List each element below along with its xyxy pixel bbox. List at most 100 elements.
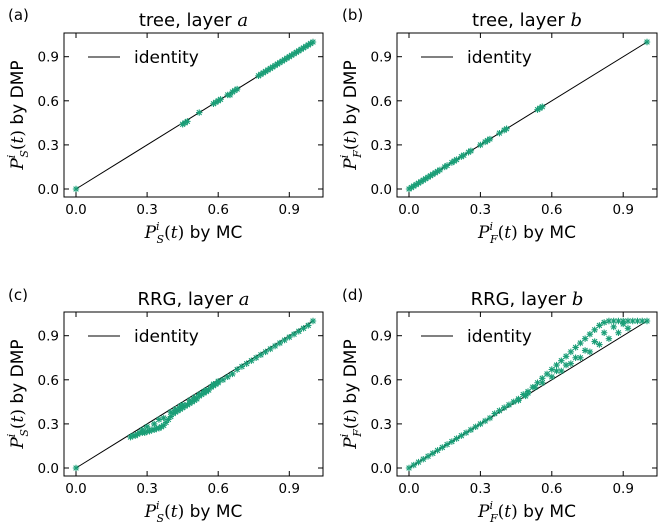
data-point bbox=[191, 394, 198, 401]
data-point bbox=[288, 52, 295, 59]
plot-frame bbox=[63, 311, 324, 477]
data-point bbox=[169, 410, 177, 417]
data-point bbox=[267, 65, 274, 72]
x-axis-label: Pi S(t) by MC bbox=[144, 220, 243, 246]
chart-title: tree, layer a bbox=[139, 10, 248, 31]
data-point bbox=[243, 360, 250, 367]
data-point bbox=[203, 386, 210, 394]
data-point bbox=[477, 141, 484, 149]
y-tick-label: 0.0 bbox=[371, 182, 392, 198]
data-point bbox=[200, 388, 208, 395]
data-point bbox=[424, 453, 432, 460]
data-point bbox=[448, 438, 456, 445]
data-point bbox=[252, 354, 260, 361]
x-tick-label: 0.6 bbox=[541, 481, 562, 497]
x-tick-label: 0.9 bbox=[279, 481, 300, 497]
panel-letter: (b) bbox=[342, 6, 363, 24]
data-point bbox=[460, 151, 467, 159]
data-point bbox=[300, 325, 307, 332]
data-point bbox=[491, 410, 498, 417]
data-point bbox=[212, 99, 220, 106]
y-tick-label: 0.9 bbox=[371, 50, 392, 66]
data-point bbox=[151, 420, 158, 428]
data-point bbox=[127, 433, 134, 441]
data-point bbox=[309, 38, 317, 46]
x-tick-label: 0.6 bbox=[541, 202, 562, 218]
panel-letter: (d) bbox=[342, 286, 363, 304]
data-point bbox=[562, 353, 570, 360]
data-point bbox=[467, 426, 475, 433]
y-tick-label: 0.0 bbox=[371, 461, 392, 477]
data-point bbox=[248, 357, 255, 364]
x-tick-label: 0.3 bbox=[470, 202, 491, 218]
data-point bbox=[484, 137, 491, 144]
data-point bbox=[160, 414, 167, 422]
data-point bbox=[453, 156, 460, 163]
data-point bbox=[219, 376, 227, 383]
data-point bbox=[548, 366, 555, 373]
data-point bbox=[233, 366, 241, 373]
data-point bbox=[196, 109, 203, 116]
data-point bbox=[486, 414, 494, 422]
data-point bbox=[207, 383, 215, 391]
data-point bbox=[238, 363, 246, 370]
data-point bbox=[427, 172, 434, 179]
data-point bbox=[431, 169, 439, 177]
data-point bbox=[146, 428, 153, 435]
data-point bbox=[639, 317, 646, 325]
x-axis-label: Pi F(t) by MC bbox=[477, 499, 576, 523]
data-point bbox=[215, 378, 222, 385]
x-tick-label: 0.6 bbox=[207, 202, 228, 218]
data-point bbox=[283, 54, 291, 62]
data-point bbox=[278, 57, 286, 65]
data-point bbox=[531, 383, 539, 391]
data-point bbox=[405, 464, 413, 472]
data-point bbox=[281, 336, 288, 344]
y-tick-label: 0.6 bbox=[38, 94, 59, 110]
data-point bbox=[572, 354, 579, 361]
data-point bbox=[405, 185, 413, 193]
data-point bbox=[415, 458, 422, 466]
data-point bbox=[543, 370, 551, 378]
data-point bbox=[226, 91, 234, 99]
y-tick-label: 0.0 bbox=[38, 182, 59, 198]
data-point bbox=[167, 408, 174, 416]
data-point bbox=[181, 119, 189, 127]
data-point bbox=[408, 184, 415, 191]
data-point bbox=[290, 50, 298, 57]
data-point bbox=[305, 322, 312, 329]
data-point bbox=[501, 404, 508, 411]
data-point bbox=[558, 357, 565, 364]
data-point bbox=[453, 435, 460, 442]
x-tick-label: 0.6 bbox=[207, 481, 228, 497]
legend-label: identity bbox=[467, 48, 532, 68]
data-point bbox=[596, 322, 603, 329]
x-tick-label: 0.3 bbox=[136, 481, 157, 497]
data-point bbox=[269, 63, 276, 71]
plot-frame bbox=[396, 311, 658, 477]
data-point bbox=[229, 370, 236, 378]
data-point bbox=[615, 317, 622, 325]
data-point bbox=[167, 413, 174, 420]
x-tick-label: 0.0 bbox=[65, 202, 86, 218]
data-point bbox=[286, 53, 293, 60]
data-point bbox=[186, 397, 193, 404]
data-point bbox=[196, 391, 203, 398]
data-point bbox=[188, 398, 196, 406]
data-point bbox=[260, 69, 267, 77]
data-point bbox=[231, 87, 238, 94]
data-point bbox=[443, 441, 451, 448]
data-point bbox=[424, 174, 432, 181]
data-point bbox=[72, 185, 80, 193]
data-point bbox=[605, 335, 613, 342]
data-point bbox=[417, 178, 425, 185]
data-point bbox=[577, 354, 584, 361]
x-tick-label: 0.9 bbox=[612, 481, 633, 497]
data-point bbox=[553, 367, 560, 375]
legend-label: identity bbox=[134, 48, 199, 68]
data-point bbox=[448, 159, 456, 166]
data-point bbox=[193, 395, 201, 403]
data-point bbox=[472, 423, 479, 431]
data-point bbox=[586, 348, 594, 356]
